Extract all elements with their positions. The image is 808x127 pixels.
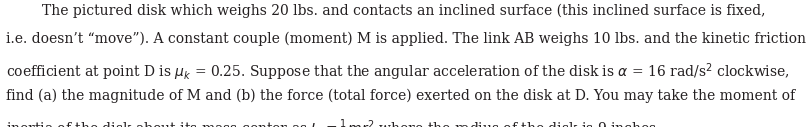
Text: i.e. doesn’t “move”). A constant couple (moment) M is applied. The link AB weigh: i.e. doesn’t “move”). A constant couple … — [6, 32, 806, 46]
Text: inertia of the disk about its mass center as $I_G = \frac{1}{2}mr^2$ where the r: inertia of the disk about its mass cente… — [6, 118, 661, 127]
Text: find (a) the magnitude of M and (b) the force (total force) exerted on the disk : find (a) the magnitude of M and (b) the … — [6, 89, 796, 103]
Text: The pictured disk which weighs 20 lbs. and contacts an inclined surface (this in: The pictured disk which weighs 20 lbs. a… — [42, 4, 766, 18]
Text: coefficient at point D is $\mu_k$ = 0.25. Suppose that the angular acceleration : coefficient at point D is $\mu_k$ = 0.25… — [6, 61, 790, 83]
